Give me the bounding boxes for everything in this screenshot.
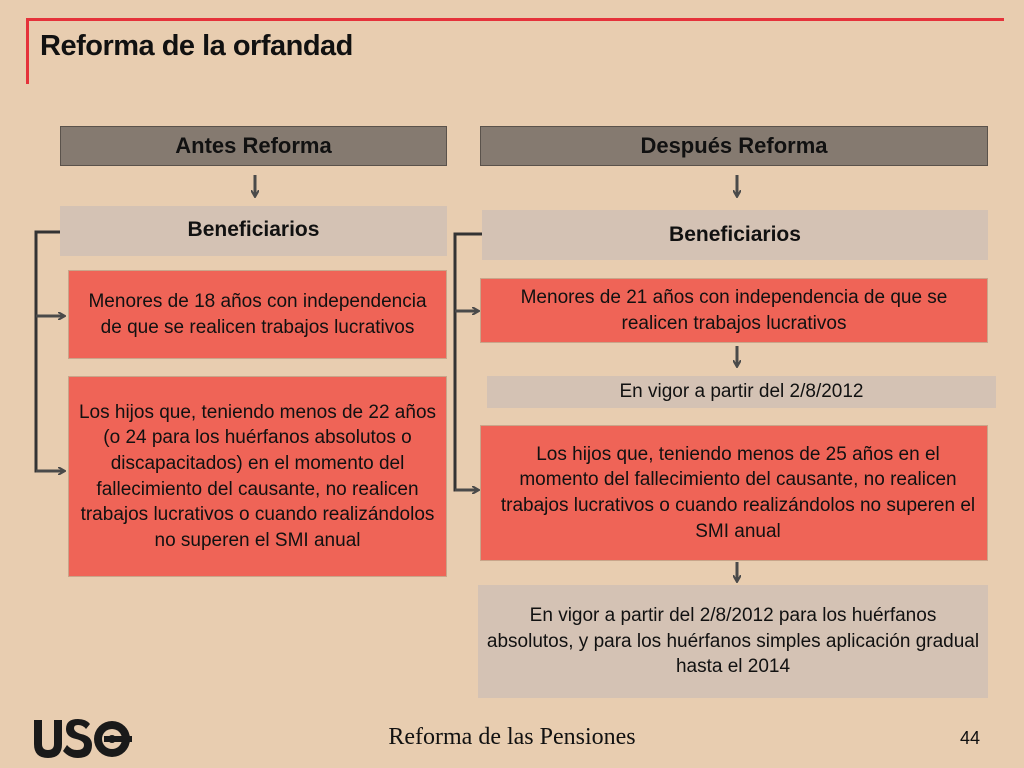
before-header: Antes Reforma [60,126,447,166]
before-beneficiarios-box: Beneficiarios [60,206,447,256]
after-note2-box: En vigor a partir del 2/8/2012 para los … [478,585,988,698]
page-number: 44 [960,728,981,748]
after-header-label: Después Reforma [640,133,828,158]
frame-left-line [26,18,29,84]
before-item1-text: Menores de 18 años con independencia de … [88,290,427,338]
uso-logo-graphic [34,719,132,758]
after-note1-text: En vigor a partir del 2/8/2012 [619,381,864,403]
before-item2-box: Los hijos que, teniendo menos de 22 años… [68,376,447,577]
after-item2-text: Los hijos que, teniendo menos de 25 años… [500,443,976,542]
after-beneficiarios-box: Beneficiarios [482,210,988,260]
uso-logo [30,714,132,762]
frame-top-line [26,18,1004,21]
after-header: Después Reforma [480,126,988,166]
footer-title: Reforma de las Pensiones [388,724,636,750]
after-beneficiarios-label: Beneficiarios [669,223,801,246]
after-item1-text: Menores de 21 años con independencia de … [520,286,948,334]
bracket-after [453,232,482,492]
before-item2-text: Los hijos que, teniendo menos de 22 años… [78,401,437,551]
after-note2-text: En vigor a partir del 2/8/2012 para los … [486,605,980,678]
after-item2-box: Los hijos que, teniendo menos de 25 años… [480,425,988,561]
bracket-before [34,230,62,473]
after-note1-box: En vigor a partir del 2/8/2012 [487,376,996,408]
before-header-label: Antes Reforma [175,133,332,158]
slide-title: Reforma de la orfandad [40,30,353,62]
before-item1-box: Menores de 18 años con independencia de … [68,270,447,359]
before-beneficiarios-label: Beneficiarios [187,218,320,241]
after-item1-box: Menores de 21 años con independencia de … [480,278,988,343]
